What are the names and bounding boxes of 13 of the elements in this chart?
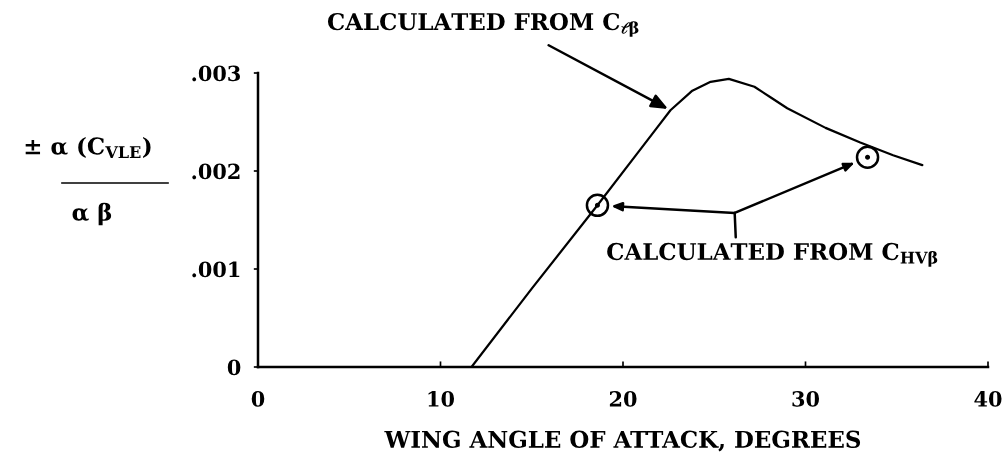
text: ± α (C$_{VLE}$) α β	[25, 136, 151, 226]
annotation: CALCULATED FROM C$_{ℓβ}$	[327, 12, 639, 37]
x-tick-label: 10	[428, 390, 455, 407]
x-tick-label: 0	[251, 390, 265, 407]
x-tick-label: 30	[792, 390, 820, 407]
y-tick-label: .001	[192, 261, 240, 278]
x-tick-label: 20	[609, 390, 637, 407]
y-tick-label: 0	[227, 359, 241, 376]
x-tick-label: 40	[974, 390, 1002, 407]
x-axis-title: WING ANGLE OF ATTACK, DEGREES	[384, 430, 861, 452]
annotation: CALCULATED FROM C$_{HVβ}$	[607, 242, 938, 267]
y-tick-label: .003	[192, 65, 240, 82]
y-tick-label: .002	[192, 163, 240, 180]
